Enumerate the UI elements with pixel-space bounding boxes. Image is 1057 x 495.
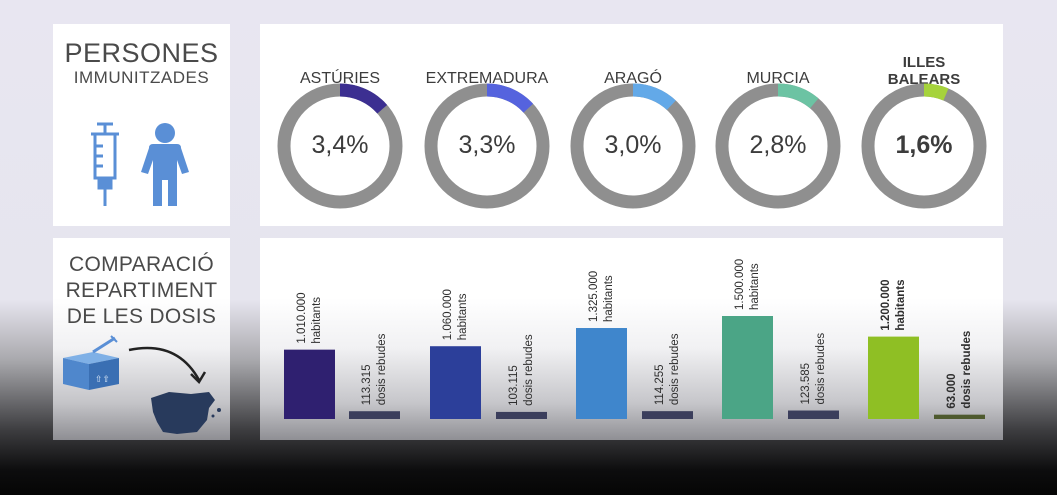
habitants-bar [722,316,773,419]
donut-region-label: MURCIA [746,70,810,87]
dosis-value-label: 114.255 [654,364,666,405]
distribution-panel: COMPARACIÓ REPARTIMENT DE LES DOSIS ⇧⇧ [53,238,230,440]
vaccine-box-icon: ⇧⇧ [63,335,119,390]
immunized-title-line2: IMMUNITZADES [73,68,210,87]
svg-text:⇧⇧: ⇧⇧ [95,375,110,385]
dosis-bar [788,410,839,419]
immunized-panel: PERSONES IMMUNITZADES [53,24,230,226]
dosis-unit-label: dosis rebudes [376,333,388,405]
habitants-value-label: 1.060.000 [442,289,454,340]
habitants-value-label: 1.010.000 [296,292,308,343]
habitants-unit-label: habitants [457,293,469,340]
donut-region-label: ILLES BALEARS [854,54,994,88]
donut-region-label: EXTREMADURA [425,70,549,87]
habitants-unit-label: habitants [603,275,615,322]
habitants-bar [430,346,481,419]
habitants-bar [868,336,919,419]
bar-panel: 1.010.000 habitants 113.315 dosis rebudes 1.… [260,238,1003,440]
donut-value-label: 2,8% [749,131,807,159]
arrow-icon [128,346,207,385]
donut-arc [923,83,949,101]
habitants-bar [284,349,335,419]
donut-arc [339,83,388,114]
dosis-bar [496,411,547,419]
habitants-value-label: 1.325.000 [588,271,600,322]
dosis-value-label: 63.000 [946,373,958,408]
dosis-bar [934,414,985,419]
dosis-unit-label: dosis rebudes [961,331,973,409]
dosis-bar [349,411,400,419]
distribution-title: COMPARACIÓ REPARTIMENT DE LES DOSIS [53,252,230,330]
habitants-unit-label: habitants [895,279,907,330]
habitants-unit-label: habitants [311,297,323,344]
spain-map-icon [151,392,221,434]
donut-value-label: 1,6% [895,131,953,159]
donut-chart [277,83,987,209]
donut-value-label: 3,3% [458,131,516,159]
donut-value-label: 3,4% [311,131,369,159]
immunized-icons [91,122,189,206]
dosis-unit-label: dosis rebudes [523,334,535,406]
habitants-unit-label: habitants [749,263,761,310]
dosis-value-label: 113.315 [361,365,373,406]
donut-arc [777,83,819,109]
donut-region-label: ASTÚRIES [299,70,380,87]
distribution-title-line: DE LES DOSIS [66,305,217,328]
donut-panel: ASTÚRIES EXTREMADURA ARAGÓ MURCIA ILLES … [260,24,1003,226]
donut-arc [486,83,534,113]
dosis-unit-label: dosis rebudes [815,333,827,405]
immunized-title-line1: PERSONES [64,38,219,68]
dosis-bar [642,411,693,419]
distribution-title-line: COMPARACIÓ [69,253,214,276]
donut-value-label: 3,0% [604,131,662,159]
habitants-bar [576,328,627,419]
donut-arc [632,83,676,111]
distribution-icons: ⇧⇧ [63,335,221,434]
donut-region-label-text: ILLES BALEARS [887,54,961,88]
dosis-unit-label: dosis rebudes [669,333,681,405]
habitants-value-label: 1.200.000 [880,279,892,330]
dosis-value-label: 123.585 [800,363,812,405]
person-icon [141,123,189,206]
donut-region-label: ARAGÓ [604,70,662,87]
dosis-value-label: 103.115 [508,365,520,406]
distribution-title-line: REPARTIMENT [65,279,218,302]
habitants-value-label: 1.500.000 [734,259,746,310]
syringe-icon [91,122,119,206]
